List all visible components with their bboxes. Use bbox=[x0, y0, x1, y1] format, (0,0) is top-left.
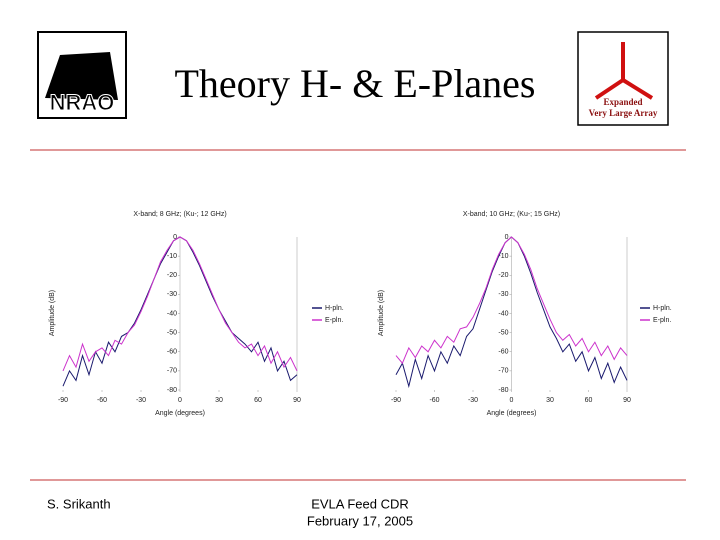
x-tick-label: -30 bbox=[468, 397, 478, 404]
x-tick-label: -60 bbox=[429, 397, 439, 404]
x-tick-label: 30 bbox=[215, 397, 223, 404]
x-tick-label: 90 bbox=[293, 397, 301, 404]
nrao-logo-shape bbox=[45, 52, 118, 100]
y-tick-label: 0 bbox=[173, 234, 177, 241]
slide-title: Theory H- & E-Planes bbox=[174, 61, 535, 106]
y-tick-label: -20 bbox=[167, 272, 177, 279]
x-axis-label: Angle (degrees) bbox=[155, 410, 205, 417]
evla-logo-arrows bbox=[594, 42, 654, 100]
chart-title: X-band; 8 GHz; (Ku-; 12 GHz) bbox=[133, 211, 226, 218]
y-tick-label: -20 bbox=[498, 272, 508, 279]
y-tick-label: -30 bbox=[167, 291, 177, 298]
legend-label: H-pln. bbox=[325, 305, 344, 312]
x-tick-label: 0 bbox=[510, 397, 514, 404]
y-tick-label: -70 bbox=[167, 368, 177, 375]
y-axis-label: Amplitude (dB) bbox=[49, 290, 56, 336]
x-tick-label: -90 bbox=[58, 397, 68, 404]
y-tick-label: -60 bbox=[167, 349, 177, 356]
chart-title: X-band; 10 GHz; (Ku-; 15 GHz) bbox=[463, 211, 560, 218]
x-tick-label: 60 bbox=[254, 397, 262, 404]
x-tick-label: 60 bbox=[585, 397, 593, 404]
footer-event: EVLA Feed CDR bbox=[311, 496, 409, 511]
x-tick-label: -90 bbox=[391, 397, 401, 404]
y-tick-label: -40 bbox=[167, 310, 177, 317]
x-tick-label: -30 bbox=[136, 397, 146, 404]
y-tick-label: -10 bbox=[167, 253, 177, 260]
x-tick-label: 30 bbox=[546, 397, 554, 404]
footer-author: S. Srikanth bbox=[47, 496, 111, 511]
y-tick-label: -60 bbox=[498, 349, 508, 356]
legend-label: E-pln. bbox=[325, 317, 343, 324]
y-tick-label: -70 bbox=[498, 368, 508, 375]
y-axis-label: Amplitude (dB) bbox=[378, 290, 385, 336]
y-tick-label: -50 bbox=[167, 329, 177, 336]
y-tick-label: -30 bbox=[498, 291, 508, 298]
evla-logo-text: Very Large Array bbox=[589, 108, 658, 118]
legend-label: E-pln. bbox=[653, 317, 671, 324]
y-tick-label: -80 bbox=[498, 387, 508, 394]
evla-logo-text: Expanded bbox=[603, 97, 642, 107]
footer-date: February 17, 2005 bbox=[307, 513, 413, 528]
y-tick-label: 0 bbox=[505, 234, 509, 241]
series-line bbox=[62, 236, 298, 372]
series-line bbox=[395, 236, 628, 365]
legend-label: H-pln. bbox=[653, 305, 672, 312]
nrao-logo-text: NRAO bbox=[50, 90, 115, 115]
y-tick-label: -10 bbox=[498, 253, 508, 260]
y-tick-label: -80 bbox=[167, 387, 177, 394]
x-tick-label: 0 bbox=[178, 397, 182, 404]
x-tick-label: -60 bbox=[97, 397, 107, 404]
y-tick-label: -40 bbox=[498, 310, 508, 317]
y-tick-label: -50 bbox=[498, 329, 508, 336]
x-axis-label: Angle (degrees) bbox=[487, 410, 537, 417]
x-tick-label: 90 bbox=[623, 397, 631, 404]
